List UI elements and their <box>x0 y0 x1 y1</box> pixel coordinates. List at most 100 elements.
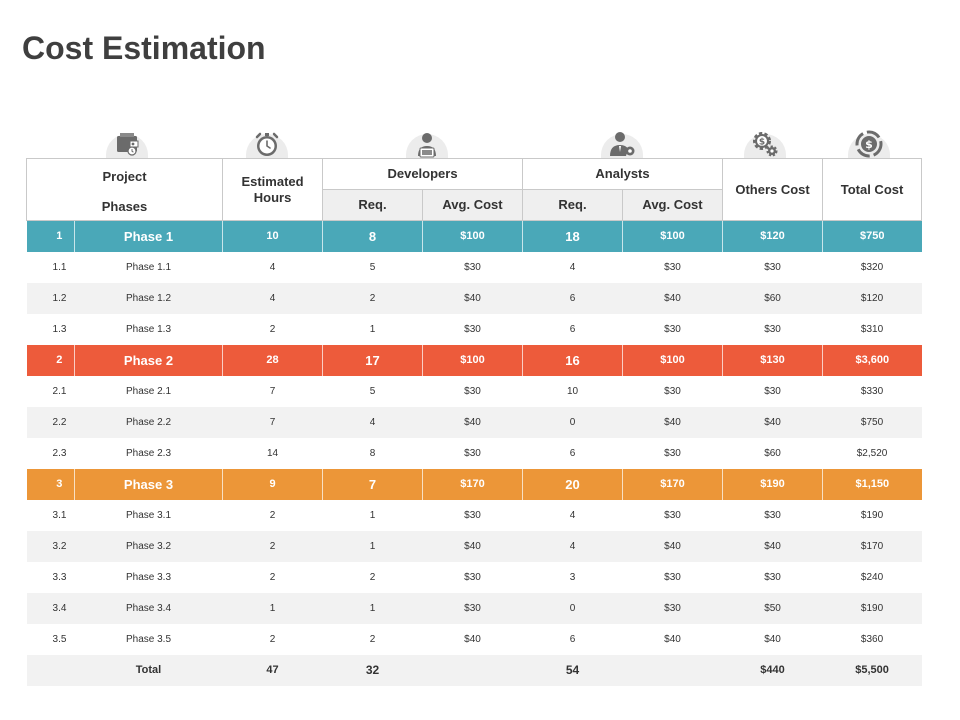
row-name: Phase 2.1 <box>74 375 223 407</box>
row-analyst-req: 6 <box>522 437 623 469</box>
header-analyst-avg-cost: Avg. Cost <box>622 189 724 221</box>
row-others: $40 <box>722 406 823 438</box>
row-name: Phase 3.4 <box>74 592 223 624</box>
phase-others: $190 <box>722 468 823 500</box>
row-others: $40 <box>722 623 823 655</box>
row-hours: 14 <box>222 437 323 469</box>
row-id: 3.3 <box>26 561 75 593</box>
phase-hours: 10 <box>222 220 323 252</box>
total-analyst-avg <box>622 654 723 686</box>
row-analyst-avg: $30 <box>622 561 723 593</box>
row-analyst-avg: $40 <box>622 623 723 655</box>
row-total: $320 <box>822 251 922 283</box>
row-name: Phase 1.1 <box>74 251 223 283</box>
row-analyst-avg: $40 <box>622 282 723 314</box>
phase-id: 3 <box>26 468 75 500</box>
header-total-cost: Total Cost <box>822 158 923 221</box>
row-dev-req: 8 <box>322 437 423 469</box>
wallet-icon <box>106 124 148 160</box>
page-title: Cost Estimation <box>22 30 266 66</box>
phase-row-1: 1 Phase 1 10 8 $100 18 $100 $120 $750 <box>26 220 922 252</box>
cost-estimation-table: Project Phases Estimated Hours Developer… <box>25 158 923 686</box>
row-total: $170 <box>822 530 922 562</box>
row-total: $360 <box>822 623 922 655</box>
row-hours: 2 <box>222 623 323 655</box>
svg-text:$: $ <box>865 138 873 151</box>
row-name: Phase 1.2 <box>74 282 223 314</box>
table-row: 1.1 Phase 1.1 4 5 $30 4 $30 $30 $320 <box>26 251 922 283</box>
row-total: $120 <box>822 282 922 314</box>
row-hours: 2 <box>222 313 323 345</box>
row-analyst-avg: $30 <box>622 592 723 624</box>
row-total: $240 <box>822 561 922 593</box>
row-analyst-req: 0 <box>522 406 623 438</box>
phase-analyst-req: 16 <box>522 344 623 376</box>
total-blank <box>26 654 75 686</box>
phase-total: $1,150 <box>822 468 922 500</box>
row-others: $50 <box>722 592 823 624</box>
table-row: 2.2 Phase 2.2 7 4 $40 0 $40 $40 $750 <box>26 406 922 438</box>
table-row: 3.1 Phase 3.1 2 1 $30 4 $30 $30 $190 <box>26 499 922 531</box>
row-analyst-req: 4 <box>522 530 623 562</box>
row-dev-req: 1 <box>322 313 423 345</box>
total-analyst-req: 54 <box>522 654 623 686</box>
analyst-icon <box>601 124 643 160</box>
phase-analyst-avg: $170 <box>622 468 723 500</box>
table-row: 2.1 Phase 2.1 7 5 $30 10 $30 $30 $330 <box>26 375 922 407</box>
row-dev-req: 5 <box>322 251 423 283</box>
stopwatch-icon <box>246 124 288 160</box>
row-dev-req: 4 <box>322 406 423 438</box>
phase-hours: 9 <box>222 468 323 500</box>
phase-dev-avg: $170 <box>422 468 523 500</box>
column-icons-row: $ $ <box>26 124 921 160</box>
row-hours: 2 <box>222 561 323 593</box>
phase-analyst-req: 20 <box>522 468 623 500</box>
total-dev-req: 32 <box>322 654 423 686</box>
phase-dev-avg: $100 <box>422 344 523 376</box>
row-dev-req: 2 <box>322 623 423 655</box>
row-name: Phase 2.2 <box>74 406 223 438</box>
phase-others: $120 <box>722 220 823 252</box>
row-id: 3.2 <box>26 530 75 562</box>
phase-dev-req: 17 <box>322 344 423 376</box>
row-dev-req: 2 <box>322 282 423 314</box>
phase-row-3: 3 Phase 3 9 7 $170 20 $170 $190 $1,150 <box>26 468 922 500</box>
phase-hours: 28 <box>222 344 323 376</box>
svg-text:$: $ <box>759 138 765 148</box>
row-analyst-avg: $30 <box>622 313 723 345</box>
table-row: 3.2 Phase 3.2 2 1 $40 4 $40 $40 $170 <box>26 530 922 562</box>
row-id: 3.1 <box>26 499 75 531</box>
row-others: $30 <box>722 375 823 407</box>
row-total: $2,520 <box>822 437 922 469</box>
row-hours: 2 <box>222 499 323 531</box>
total-label: Total <box>74 654 223 686</box>
row-dev-avg: $30 <box>422 592 523 624</box>
developer-icon <box>406 124 448 160</box>
total-row: Total 47 32 54 $440 $5,500 <box>26 654 922 686</box>
row-analyst-req: 3 <box>522 561 623 593</box>
dollar-cycle-icon: $ <box>848 124 890 160</box>
row-id: 3.4 <box>26 592 75 624</box>
row-analyst-avg: $40 <box>622 406 723 438</box>
row-id: 1.1 <box>26 251 75 283</box>
phase-analyst-req: 18 <box>522 220 623 252</box>
row-id: 2.2 <box>26 406 75 438</box>
row-name: Phase 3.3 <box>74 561 223 593</box>
row-analyst-req: 0 <box>522 592 623 624</box>
row-dev-avg: $40 <box>422 282 523 314</box>
table-row: 3.3 Phase 3.3 2 2 $30 3 $30 $30 $240 <box>26 561 922 593</box>
phase-name: Phase 1 <box>73 220 223 252</box>
row-analyst-req: 4 <box>522 251 623 283</box>
phase-dev-avg: $100 <box>422 220 523 252</box>
row-id: 2.3 <box>26 437 75 469</box>
table-row: 1.3 Phase 1.3 2 1 $30 6 $30 $30 $310 <box>26 313 922 345</box>
row-hours: 7 <box>222 406 323 438</box>
row-id: 1.2 <box>26 282 75 314</box>
row-id: 2.1 <box>26 375 75 407</box>
header-dev-req: Req. <box>322 189 424 221</box>
row-name: Phase 2.3 <box>74 437 223 469</box>
phase-id: 2 <box>26 344 75 376</box>
phase-name: Phase 3 <box>73 468 223 500</box>
row-hours: 4 <box>222 251 323 283</box>
phase-analyst-avg: $100 <box>622 220 723 252</box>
